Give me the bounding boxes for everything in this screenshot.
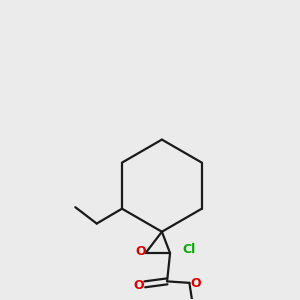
Text: O: O: [190, 277, 201, 290]
Text: O: O: [135, 245, 146, 258]
Text: Cl: Cl: [183, 243, 196, 256]
Text: O: O: [133, 279, 144, 292]
